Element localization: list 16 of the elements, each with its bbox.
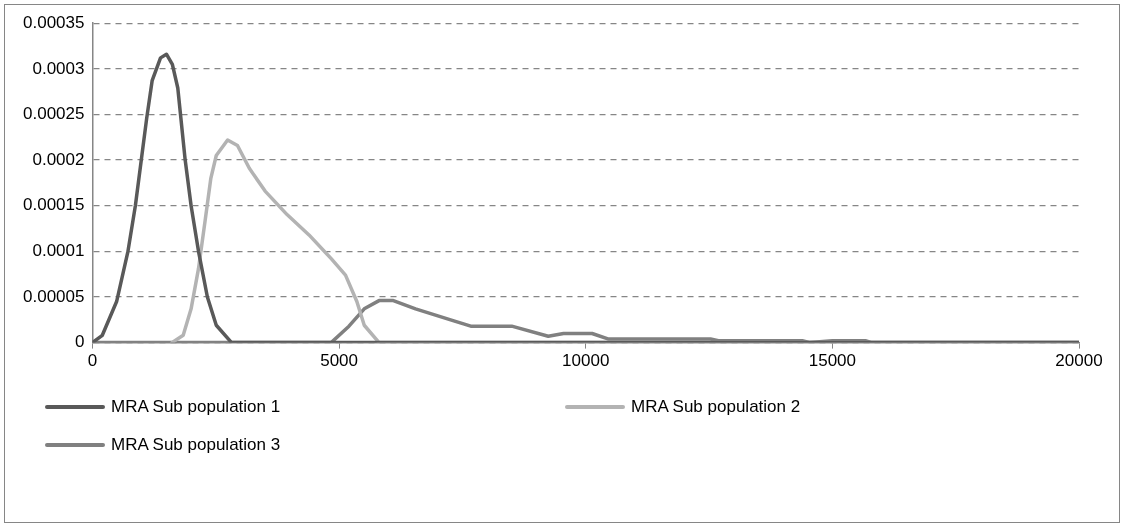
y-tick-label: 0.00035 bbox=[23, 12, 85, 32]
y-tick-label: 0.0002 bbox=[32, 149, 85, 169]
y-tick-label: 0 bbox=[74, 332, 85, 352]
x-tick-label: 5000 bbox=[320, 351, 358, 371]
y-tick-label: 0.00015 bbox=[23, 195, 85, 215]
y-tick-label: 0.0003 bbox=[32, 58, 85, 78]
legend-label: MRA Sub population 2 bbox=[631, 397, 801, 417]
y-tick-label: 0.0001 bbox=[32, 241, 85, 261]
legend-label: MRA Sub population 1 bbox=[111, 397, 281, 417]
y-tick-label: 0.00005 bbox=[23, 286, 85, 306]
y-tick-label: 0.00025 bbox=[23, 104, 85, 124]
x-tick-label: 10000 bbox=[562, 351, 610, 371]
x-tick-label: 15000 bbox=[808, 351, 856, 371]
legend-label: MRA Sub population 3 bbox=[111, 435, 281, 455]
x-tick-label: 20000 bbox=[1055, 351, 1103, 371]
x-tick-label: 0 bbox=[87, 351, 98, 371]
